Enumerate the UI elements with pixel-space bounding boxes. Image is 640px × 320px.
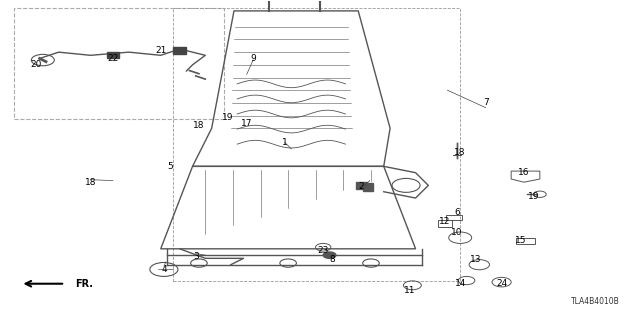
Text: 21: 21 (155, 46, 166, 55)
Text: 22: 22 (108, 54, 118, 63)
Text: 18: 18 (85, 178, 97, 187)
Text: 24: 24 (496, 279, 508, 288)
Text: 14: 14 (454, 279, 466, 288)
Text: 6: 6 (454, 208, 460, 217)
Text: 15: 15 (515, 236, 527, 245)
Bar (106, 52, 119, 59)
Text: FR.: FR. (75, 279, 93, 289)
Text: 2: 2 (358, 182, 364, 191)
Text: 7: 7 (483, 99, 488, 108)
Bar (438, 220, 452, 227)
Text: 18: 18 (454, 148, 466, 156)
Text: 5: 5 (168, 162, 173, 171)
Text: 12: 12 (438, 217, 450, 226)
Text: 19: 19 (528, 192, 540, 201)
Bar (516, 238, 536, 244)
Text: 9: 9 (250, 54, 256, 63)
Text: 1: 1 (282, 138, 288, 147)
Text: 17: 17 (241, 119, 252, 128)
Bar (173, 47, 186, 54)
Text: 11: 11 (403, 285, 415, 295)
Bar (363, 183, 373, 191)
Circle shape (323, 252, 336, 258)
Bar (446, 215, 462, 220)
Bar (356, 181, 367, 189)
Text: 10: 10 (451, 228, 463, 237)
Text: 8: 8 (330, 255, 335, 264)
Text: 3: 3 (193, 252, 198, 261)
Text: TLA4B4010B: TLA4B4010B (571, 297, 620, 306)
Text: 23: 23 (317, 246, 329, 255)
Text: 16: 16 (518, 168, 530, 177)
Text: 19: 19 (222, 113, 234, 122)
Text: 18: 18 (193, 121, 205, 130)
Text: 4: 4 (161, 265, 166, 274)
Text: 13: 13 (470, 255, 482, 264)
Text: 20: 20 (31, 60, 42, 69)
